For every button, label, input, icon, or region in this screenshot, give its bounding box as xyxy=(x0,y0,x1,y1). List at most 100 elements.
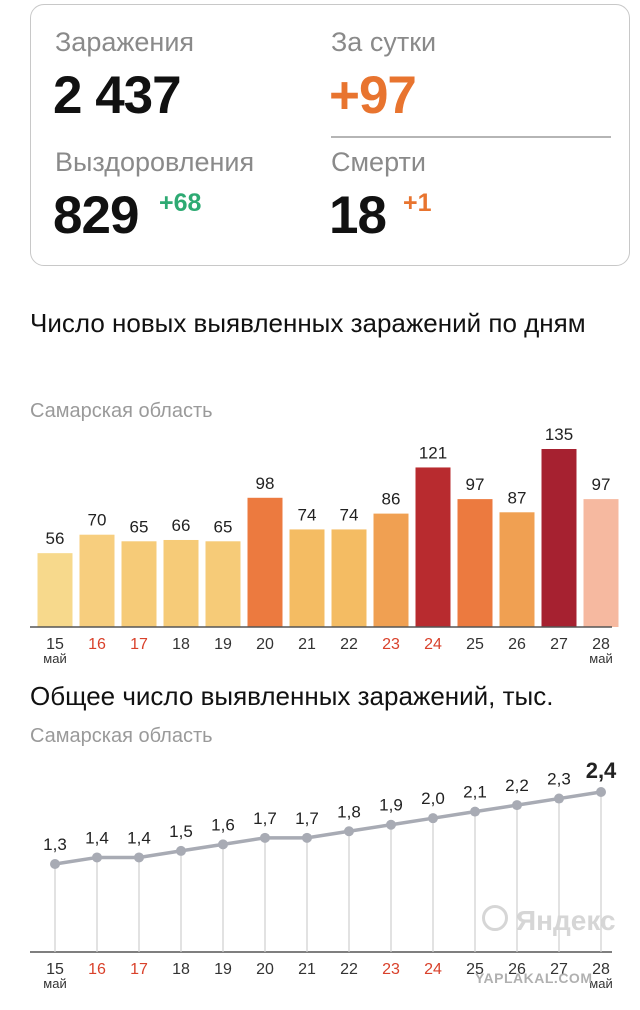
bar-24 xyxy=(415,467,451,627)
x-tick-label: 20 xyxy=(256,636,274,653)
data-point xyxy=(344,826,354,837)
x-tick-label: 15 xyxy=(46,961,64,978)
series-line xyxy=(54,790,602,866)
recoveries-delta: +68 xyxy=(159,189,202,217)
x-tick-label: 25 xyxy=(466,961,484,978)
bar-21 xyxy=(289,529,325,627)
bar-value-label: 97 xyxy=(592,475,611,494)
x-tick-label: 15 xyxy=(46,636,64,653)
data-point xyxy=(302,832,312,843)
bar-27 xyxy=(541,449,577,627)
x-tick-label: 16 xyxy=(88,961,106,978)
yandex-logo-icon xyxy=(482,905,508,931)
bar-28 xyxy=(583,499,619,627)
deaths-value: 18 xyxy=(329,186,387,245)
point-value-label: 1,3 xyxy=(43,835,67,854)
data-point xyxy=(386,819,396,830)
bar-value-label: 70 xyxy=(88,511,107,530)
bar-22 xyxy=(331,529,367,627)
point-value-label: 1,6 xyxy=(211,815,235,834)
line-chart: 1,3 1,4 1,4 1,5 1,6 1,7 1,7 1,8 1,9 2,0 2,1 2,2 2,3 2… xyxy=(30,758,617,991)
bar-23 xyxy=(373,513,409,627)
x-tick-label: 17 xyxy=(130,636,148,653)
x-tick-label: 18 xyxy=(172,636,190,653)
deaths-delta: +1 xyxy=(403,189,432,217)
recoveries-value: 829 xyxy=(53,186,139,245)
bar-chart: 56 70 65 66 65 98 74 74 86 121 97 87 135 97 15 16 17 18 19… xyxy=(30,425,619,666)
data-point xyxy=(50,859,60,869)
data-point xyxy=(428,813,438,824)
data-point xyxy=(554,793,564,804)
bar-value-label: 74 xyxy=(298,505,317,524)
x-tick-label: 28 xyxy=(592,636,610,653)
x-tick-label: 26 xyxy=(508,961,526,978)
x-tick-label: 21 xyxy=(298,636,316,653)
x-tick-label: 21 xyxy=(298,961,316,978)
data-point xyxy=(92,852,102,863)
infections-label: Заражения xyxy=(55,27,195,57)
point-value-label: 2,4 xyxy=(586,758,617,783)
stats-card: Заражения 2 437 За сутки +97 Выздоровлен… xyxy=(30,4,630,266)
x-tick-label: 27 xyxy=(550,636,568,653)
line-chart-subtitle: Самарская область xyxy=(30,725,213,747)
data-point xyxy=(596,787,606,797)
bar-value-label: 56 xyxy=(46,529,65,548)
x-tick-label: 23 xyxy=(382,961,400,978)
bar-value-label: 98 xyxy=(256,474,275,493)
yandex-watermark: Яндекс xyxy=(516,905,616,936)
deaths-label: Смерти xyxy=(331,147,426,177)
x-tick-label: 20 xyxy=(256,961,274,978)
bar-19 xyxy=(205,541,241,627)
x-tick-label: 24 xyxy=(424,636,442,653)
point-value-label: 1,5 xyxy=(169,822,193,841)
x-tick-label: 27 xyxy=(550,961,568,978)
point-value-label: 1,4 xyxy=(85,828,109,847)
x-tick-label: 19 xyxy=(214,636,232,653)
bar-value-label: 87 xyxy=(508,488,527,507)
bar-value-label: 74 xyxy=(340,505,359,524)
data-point xyxy=(134,852,144,863)
x-tick-label: 22 xyxy=(340,636,358,653)
data-point xyxy=(218,839,228,850)
month-label: май xyxy=(589,651,612,666)
x-tick-label: 25 xyxy=(466,636,484,653)
point-value-label: 2,3 xyxy=(547,770,571,789)
recoveries-label: Выздоровления xyxy=(55,147,255,177)
bar-value-label: 66 xyxy=(172,516,191,535)
x-tick-label: 26 xyxy=(508,636,526,653)
per-day-value: +97 xyxy=(329,66,417,125)
bar-26 xyxy=(499,512,535,627)
x-tick-label: 24 xyxy=(424,961,442,978)
bar-value-label: 97 xyxy=(466,475,485,494)
point-value-label: 1,8 xyxy=(337,802,361,821)
bar-16 xyxy=(79,534,115,627)
point-value-label: 1,4 xyxy=(127,828,151,847)
per-day-label: За сутки xyxy=(331,27,437,57)
point-value-label: 1,9 xyxy=(379,796,403,815)
point-value-label: 1,7 xyxy=(295,809,319,828)
x-tick-label: 16 xyxy=(88,636,106,653)
bar-chart-subtitle: Самарская область xyxy=(30,400,213,422)
bar-value-label: 86 xyxy=(382,490,401,509)
x-tick-label: 22 xyxy=(340,961,358,978)
point-value-label: 2,0 xyxy=(421,789,445,808)
bar-18 xyxy=(163,539,199,627)
x-tick-label: 23 xyxy=(382,636,400,653)
x-tick-label: 17 xyxy=(130,961,148,978)
footer-watermark: YAPLAKAL.COM xyxy=(475,970,593,986)
bar-25 xyxy=(457,499,493,627)
x-tick-label: 28 xyxy=(592,961,610,978)
line-chart-title: Общее число выявленных заражений, тыс. xyxy=(30,681,554,711)
bar-value-label: 135 xyxy=(545,425,573,444)
point-value-label: 2,2 xyxy=(505,776,529,795)
data-point xyxy=(260,832,270,843)
stats-divider xyxy=(331,136,611,138)
bar-20 xyxy=(247,497,283,627)
data-point xyxy=(512,800,522,811)
bar-chart-title: Число новых выявленных заражений по дням xyxy=(30,308,586,338)
point-value-label: 1,7 xyxy=(253,809,277,828)
data-point xyxy=(176,845,186,856)
point-value-label: 2,1 xyxy=(463,783,487,802)
bar-value-label: 65 xyxy=(214,517,233,536)
bar-15 xyxy=(37,553,73,627)
